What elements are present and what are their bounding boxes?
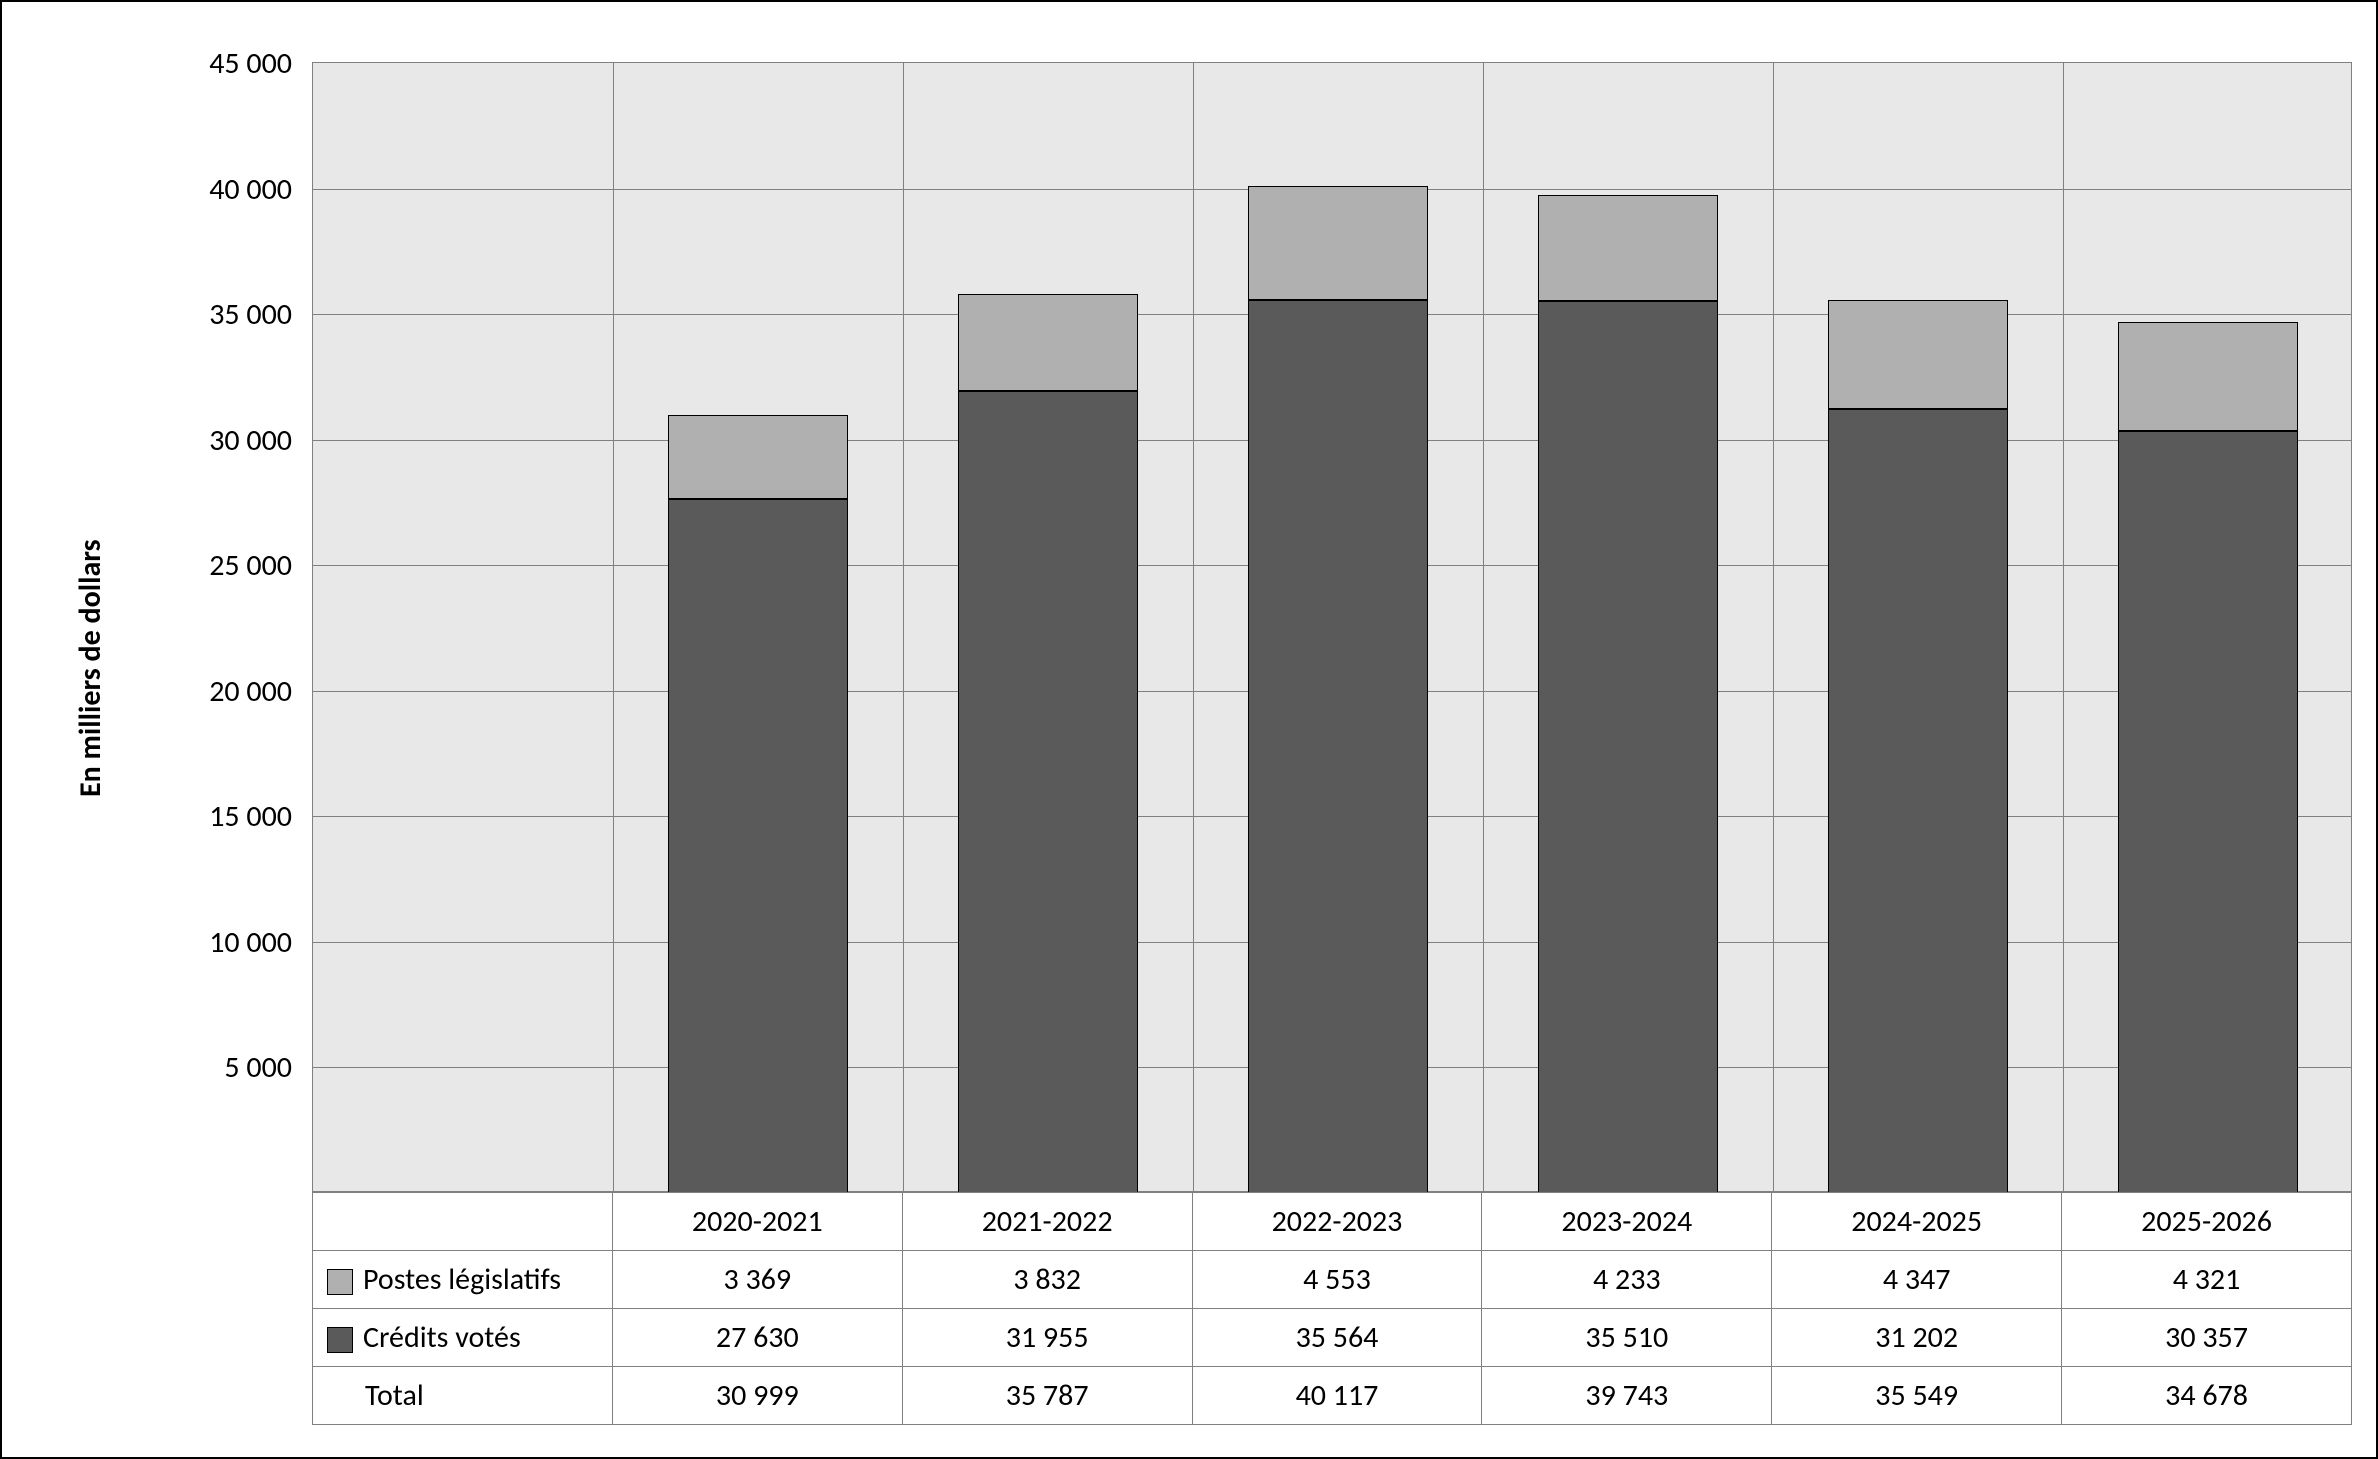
category-separator (1193, 63, 1194, 1191)
table-header-cell: 2022-2023 (1192, 1193, 1482, 1251)
y-tick-label: 20 000 (42, 673, 292, 710)
table-header-blank (313, 1193, 613, 1251)
table-cell: 3 832 (902, 1251, 1192, 1309)
plot-wrapper: En milliers de dollars 2020-20212021-202… (42, 32, 2336, 1427)
table-cell: 27 630 (612, 1309, 902, 1367)
table-cell: 30 999 (612, 1367, 902, 1425)
table-cell: 4 553 (1192, 1251, 1482, 1309)
table-row: Postes législatifs3 3693 8324 5534 2334 … (313, 1251, 2352, 1309)
table-row-header: Total (313, 1367, 613, 1425)
y-tick-label: 5 000 (42, 1049, 292, 1086)
legend-label: Total (365, 1377, 424, 1414)
category-separator (2063, 63, 2064, 1191)
table-row: Crédits votés 27 63031 95535 56435 51031 … (313, 1309, 2352, 1367)
legend-swatch (327, 1327, 353, 1353)
table-cell: 31 202 (1772, 1309, 2062, 1367)
bar-postes-legislatifs (958, 294, 1138, 390)
table-row-header: Crédits votés (313, 1309, 613, 1367)
table-row: Total 30 99935 78740 11739 74335 54934 67… (313, 1367, 2352, 1425)
table-header-cell: 2025-2026 (2062, 1193, 2352, 1251)
bar-postes-legislatifs (668, 415, 848, 500)
table-cell: 4 347 (1772, 1251, 2062, 1309)
legend-label: Postes législatifs (363, 1261, 561, 1298)
bar-postes-legislatifs (1828, 300, 2008, 409)
y-tick-label: 15 000 (42, 798, 292, 835)
table-cell: 35 564 (1192, 1309, 1482, 1367)
y-tick-label: 25 000 (42, 547, 292, 584)
category-separator (1773, 63, 1774, 1191)
bar-credits-votes (1538, 301, 1718, 1193)
y-tick-label: 30 000 (42, 422, 292, 459)
table-cell: 35 549 (1772, 1367, 2062, 1425)
category-separator (903, 63, 904, 1191)
table-header-cell: 2023-2024 (1482, 1193, 1772, 1251)
legend-label: Crédits votés (363, 1319, 521, 1356)
table-header-cell: 2021-2022 (902, 1193, 1192, 1251)
bar-credits-votes (1248, 300, 1428, 1193)
table-header-cell: 2020-2021 (612, 1193, 902, 1251)
table-cell: 35 510 (1482, 1309, 1772, 1367)
data-table: 2020-20212021-20222022-20232023-20242024… (312, 1192, 2352, 1425)
bar-credits-votes (668, 499, 848, 1193)
table-cell: 4 233 (1482, 1251, 1772, 1309)
table-cell: 31 955 (902, 1309, 1192, 1367)
y-tick-label: 40 000 (42, 171, 292, 208)
legend-swatch (327, 1269, 353, 1295)
table-cell: 40 117 (1192, 1367, 1482, 1425)
table-header-row: 2020-20212021-20222022-20232023-20242024… (313, 1193, 2352, 1251)
table-cell: 4 321 (2062, 1251, 2352, 1309)
table-cell: 3 369 (612, 1251, 902, 1309)
table-cell: 39 743 (1482, 1367, 1772, 1425)
bar-postes-legislatifs (1248, 186, 1428, 300)
bar-credits-votes (1828, 409, 2008, 1193)
y-tick-label: 35 000 (42, 296, 292, 333)
y-tick-label: 45 000 (42, 45, 292, 82)
bar-credits-votes (958, 391, 1138, 1193)
chart-container: En milliers de dollars 2020-20212021-202… (0, 0, 2378, 1459)
bar-postes-legislatifs (1538, 195, 1718, 301)
category-separator (613, 63, 614, 1191)
table-cell: 34 678 (2062, 1367, 2352, 1425)
y-tick-label: 10 000 (42, 924, 292, 961)
table-cell: 35 787 (902, 1367, 1192, 1425)
table-cell: 30 357 (2062, 1309, 2352, 1367)
table-header-cell: 2024-2025 (1772, 1193, 2062, 1251)
bar-credits-votes (2118, 431, 2298, 1193)
table-row-header: Postes législatifs (313, 1251, 613, 1309)
category-separator (1483, 63, 1484, 1191)
bar-postes-legislatifs (2118, 322, 2298, 431)
plot-area (312, 62, 2352, 1192)
